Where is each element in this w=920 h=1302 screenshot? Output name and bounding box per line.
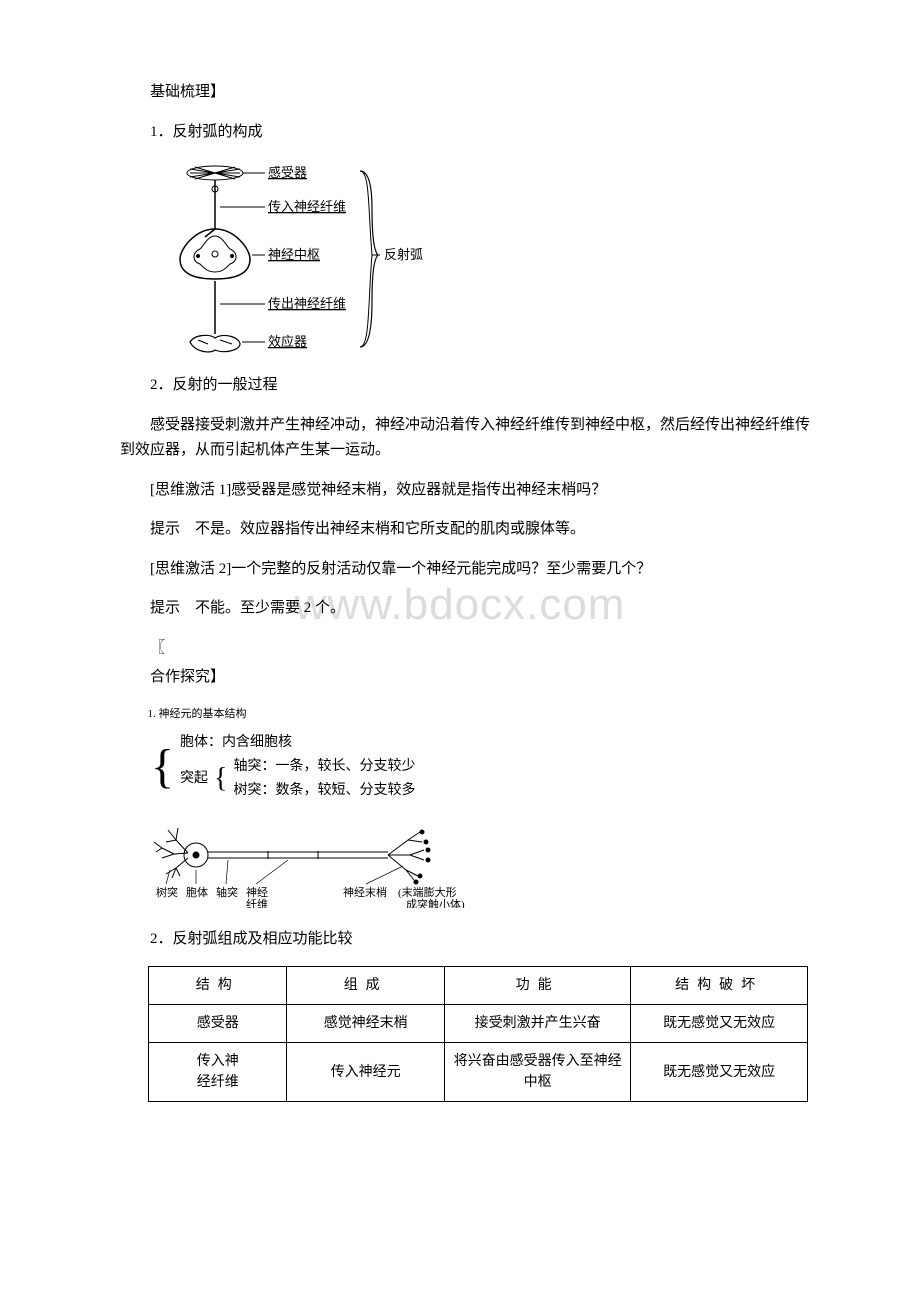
cell-r1c1: 感受器 xyxy=(149,1005,287,1043)
neuron-label-note-2: 成突触小体) xyxy=(406,897,465,908)
cell-r1c4: 既无感觉又无效应 xyxy=(631,1005,808,1043)
cell-r1c3: 接受刺激并产生兴奋 xyxy=(444,1005,630,1043)
neuron-label-fiber-1: 神经 xyxy=(246,885,268,899)
cell-r2c4: 既无感觉又无效应 xyxy=(631,1043,808,1102)
table-header-function: 功能 xyxy=(444,967,630,1005)
arc-label-arc: 反射弧 xyxy=(384,247,423,262)
neuron-label-fiber-2: 纤维 xyxy=(246,898,268,908)
think2-question: [思维激活 2]一个完整的反射活动仅靠一个神经元能完成吗？至少需要几个？ xyxy=(120,557,820,583)
subheading-comparison: 2．反射弧组成及相应功能比较 xyxy=(120,927,820,953)
table-header-composition: 组成 xyxy=(287,967,445,1005)
table-row: 感受器 感觉神经末梢 接受刺激并产生兴奋 既无感觉又无效应 xyxy=(149,1005,808,1043)
table-header-structure: 结构 xyxy=(149,967,287,1005)
think2-answer: 提示 不能。至少需要 2 个。 xyxy=(120,596,820,622)
neuron-structure-heading: 1. 神经元的基本结构 xyxy=(120,705,820,721)
process-paragraph: 感受器接受刺激并产生神经冲动，神经冲动沿着传入神经纤维传到神经中枢，然后经传出神… xyxy=(120,413,820,464)
comparison-table: 结构 组成 功能 结构破坏 感受器 感觉神经末梢 接受刺激并产生兴奋 既无感觉又… xyxy=(148,966,808,1102)
arc-label-center: 神经中枢 xyxy=(268,247,320,262)
cell-r2c2: 传入神经元 xyxy=(287,1043,445,1102)
section-heading-cooperate: 合作探究】 xyxy=(120,665,820,691)
cell-r1c2: 感觉神经末梢 xyxy=(287,1005,445,1043)
think1-question: [思维激活 1]感受器是感觉神经末梢，效应器就是指传出神经末梢吗？ xyxy=(120,478,820,504)
neuron-label-dendrite: 树突 xyxy=(156,885,178,899)
section-heading-basic: 基础梳理】 xyxy=(120,80,820,106)
arc-label-afferent: 传入神经纤维 xyxy=(268,199,346,214)
open-bracket: 〖 xyxy=(120,636,820,662)
table-header-damage: 结构破坏 xyxy=(631,967,808,1005)
neuron-label-axon: 轴突 xyxy=(216,885,238,899)
subheading-process: 2．反射的一般过程 xyxy=(120,373,820,399)
neuron-diagram: 树突 胞体 轴突 神经 纤维 神经末梢 (末端膨大形 成突触小体) xyxy=(148,818,820,913)
cell-r2c1: 传入神 经纤维 xyxy=(149,1043,287,1102)
subheading-arc-composition: 1．反射弧的构成 xyxy=(120,120,820,146)
table-header-row: 结构 组成 功能 结构破坏 xyxy=(149,967,808,1005)
neuron-label-ending: 神经末梢 xyxy=(343,885,387,899)
reflex-arc-diagram: 感受器 传入神经纤维 神经中枢 传出神经纤维 效应器 反射弧 xyxy=(160,159,820,359)
cell-r2c3: 将兴奋由感受器传入至神经中枢 xyxy=(444,1043,630,1102)
arc-label-effector: 效应器 xyxy=(268,334,307,349)
think1-answer: 提示 不是。效应器指传出神经末梢和它所支配的肌肉或腺体等。 xyxy=(120,517,820,543)
arc-label-efferent: 传出神经纤维 xyxy=(268,296,346,311)
neuron-label-body: 胞体 xyxy=(186,885,208,899)
neuron-label-note-1: (末端膨大形 xyxy=(398,885,457,899)
arc-label-receptor: 感受器 xyxy=(268,165,307,180)
table-row: 传入神 经纤维 传入神经元 将兴奋由感受器传入至神经中枢 既无感觉又无效应 xyxy=(149,1043,808,1102)
neuron-structure-brace: { 胞体：内含细胞核 突起 { 轴突：一条，较长、分支较少 树突：数条，较短、分… xyxy=(148,731,820,804)
